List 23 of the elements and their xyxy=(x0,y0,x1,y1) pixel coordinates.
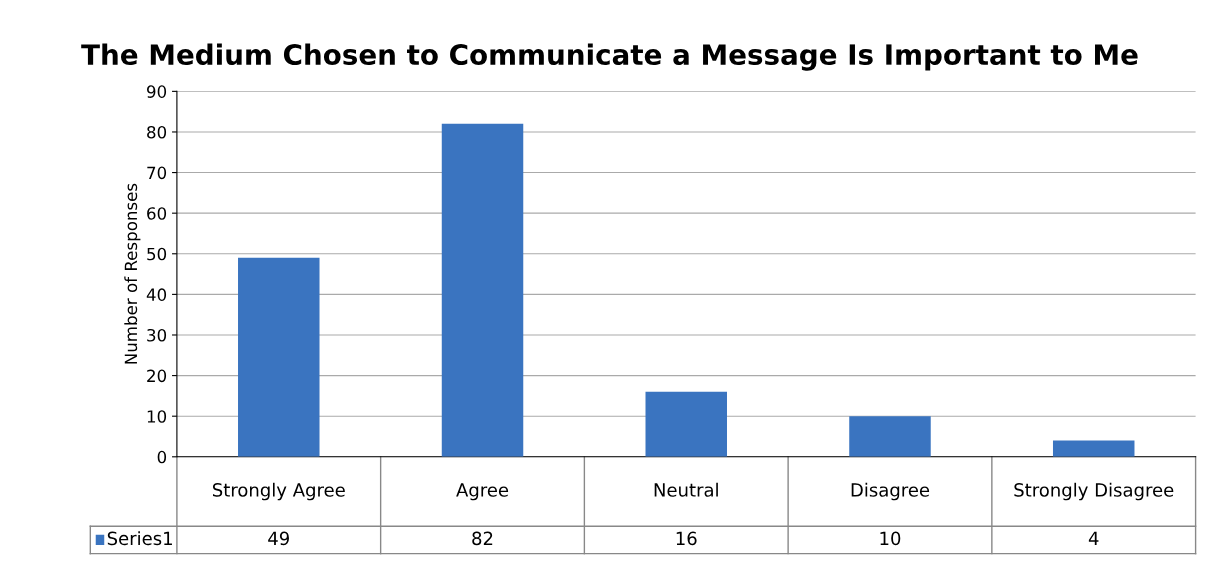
y-tick-label: 20 xyxy=(147,369,167,383)
data-label: 4 xyxy=(1088,531,1099,545)
y-tick-label: 90 xyxy=(147,85,167,98)
y-tick-label: 0 xyxy=(157,450,167,464)
data-label: 49 xyxy=(268,531,289,546)
chart-title: The Medium Chosen to Communicate a Message Is Important to Me xyxy=(81,43,1138,71)
y-tick-label: 70 xyxy=(147,166,167,180)
data-label: 16 xyxy=(676,531,697,546)
legend-label: Series1 xyxy=(107,531,172,546)
y-tick-label: 60 xyxy=(147,207,167,220)
y-tick-label: 30 xyxy=(147,328,167,342)
x-tick-label: Neutral xyxy=(654,482,718,497)
y-tick-label: 10 xyxy=(147,410,167,423)
x-tick-label: Strongly Disagree xyxy=(1014,482,1174,501)
y-axis-title: Number of Responses xyxy=(124,183,141,364)
x-tick-label: Strongly Agree xyxy=(212,482,345,501)
x-tick-label: Agree xyxy=(456,483,509,501)
data-label: 82 xyxy=(472,531,493,546)
x-tick-label: Disagree xyxy=(851,482,930,501)
data-label: 10 xyxy=(880,531,901,546)
y-tick-label: 50 xyxy=(147,247,167,261)
y-tick-label: 40 xyxy=(146,288,167,301)
y-tick-label: 80 xyxy=(147,125,167,139)
